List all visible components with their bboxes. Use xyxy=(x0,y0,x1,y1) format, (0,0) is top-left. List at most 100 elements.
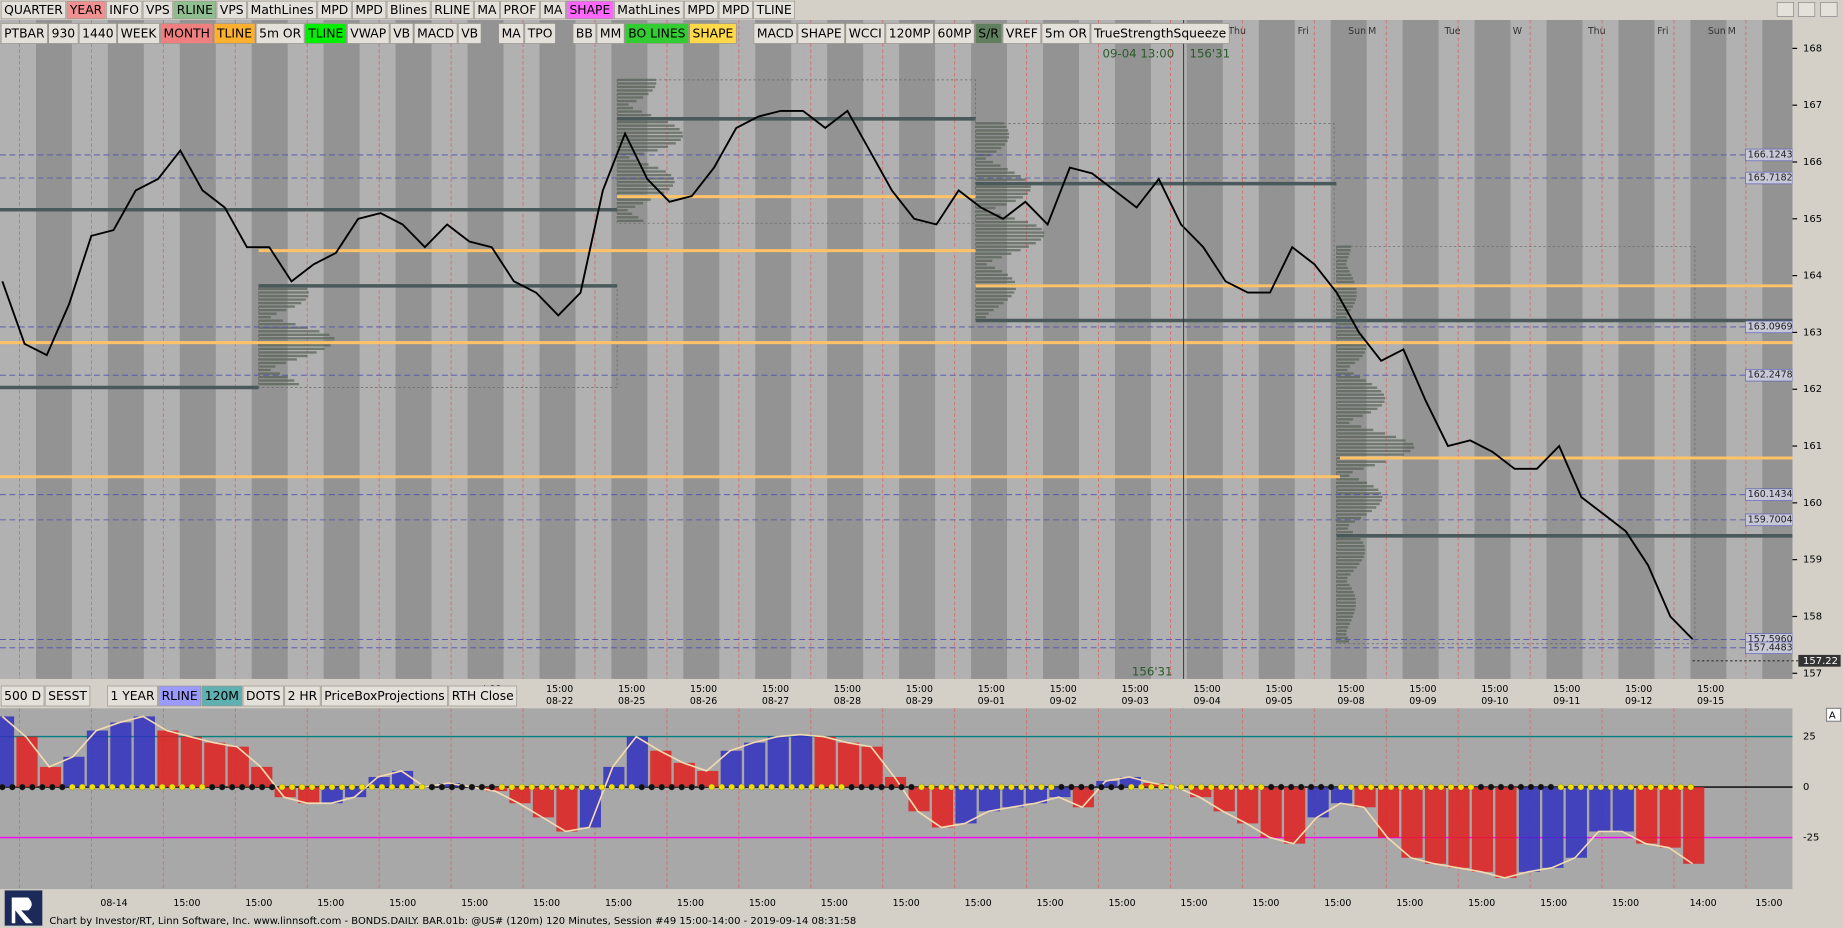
toolbar-button[interactable]: MathLines xyxy=(247,0,317,20)
button-label[interactable]: 1 YEAR xyxy=(110,689,155,703)
button-bg[interactable] xyxy=(78,23,117,44)
button-label[interactable]: BB xyxy=(576,27,593,41)
toolbar-button[interactable]: 5m OR xyxy=(1041,23,1091,44)
toolbar-button[interactable]: 500 D xyxy=(0,685,45,707)
toolbar-button[interactable]: MA xyxy=(498,23,525,44)
button-bg[interactable] xyxy=(448,685,518,707)
toolbar-button[interactable]: TrueStrengthSqueeze xyxy=(1090,23,1230,44)
button-label[interactable]: QUARTER xyxy=(4,3,63,17)
button-bg[interactable] xyxy=(596,23,625,44)
button-bg[interactable] xyxy=(1041,23,1091,44)
button-label[interactable]: TLINE xyxy=(756,3,792,17)
button-label[interactable]: VB xyxy=(461,27,478,41)
toolbar-button[interactable]: YEAR xyxy=(66,0,106,20)
button-label[interactable]: YEAR xyxy=(69,3,103,17)
toolbar-button[interactable]: TLINE xyxy=(213,23,256,44)
toolbar-button[interactable]: MPD xyxy=(684,0,719,20)
button-bg[interactable] xyxy=(753,0,795,20)
toolbar-button[interactable]: MPD xyxy=(718,0,753,20)
toolbar-button[interactable]: DOTS xyxy=(242,685,284,707)
button-bg[interactable] xyxy=(524,23,556,44)
toolbar-button[interactable]: BO LINES xyxy=(624,23,689,44)
button-label[interactable]: RLINE xyxy=(177,3,213,17)
button-bg[interactable] xyxy=(107,685,158,707)
button-label[interactable]: SHAPE xyxy=(693,27,734,41)
button-bg[interactable] xyxy=(347,23,390,44)
button-label[interactable]: 5m OR xyxy=(259,27,301,41)
button-bg[interactable] xyxy=(352,0,387,20)
button-label[interactable]: TPO xyxy=(527,27,553,41)
button-label[interactable]: MathLines xyxy=(251,3,314,17)
button-label[interactable]: MPD xyxy=(722,3,750,17)
toolbar-button[interactable]: MONTH xyxy=(160,23,214,44)
window-control[interactable] xyxy=(1820,1,1838,17)
toolbar-button[interactable]: WEEK xyxy=(117,23,160,44)
button-bg[interactable] xyxy=(201,685,243,707)
button-label[interactable]: MA xyxy=(543,3,563,17)
button-label[interactable]: MathLines xyxy=(617,3,680,17)
button-bg[interactable] xyxy=(845,23,886,44)
button-bg[interactable] xyxy=(213,23,256,44)
toolbar-button[interactable]: WCCI xyxy=(845,23,886,44)
toolbar-button[interactable]: Blines xyxy=(386,0,431,20)
button-bg[interactable] xyxy=(753,23,798,44)
button-label[interactable]: MONTH xyxy=(164,27,210,41)
button-bg[interactable] xyxy=(718,0,753,20)
button-bg[interactable] xyxy=(885,23,934,44)
button-bg[interactable] xyxy=(975,23,1003,44)
toolbar-button[interactable]: MM xyxy=(596,23,625,44)
toolbar-button[interactable]: SHAPE xyxy=(566,0,614,20)
button-bg[interactable] xyxy=(106,0,143,20)
toolbar-button[interactable]: VPS xyxy=(216,0,247,20)
button-label[interactable]: WEEK xyxy=(121,27,158,41)
button-label[interactable]: DOTS xyxy=(246,689,281,703)
button-bg[interactable] xyxy=(247,0,317,20)
button-bg[interactable] xyxy=(158,685,202,707)
button-label[interactable]: MACD xyxy=(757,27,794,41)
button-bg[interactable] xyxy=(430,0,474,20)
toolbar-button[interactable]: MACD xyxy=(753,23,798,44)
button-label[interactable]: INFO xyxy=(109,3,139,17)
button-label[interactable]: VPS xyxy=(146,3,170,17)
button-bg[interactable] xyxy=(386,0,431,20)
button-bg[interactable] xyxy=(500,0,540,20)
toolbar-button[interactable]: 1440 xyxy=(78,23,117,44)
button-bg[interactable] xyxy=(242,685,284,707)
button-label[interactable]: VPS xyxy=(220,3,244,17)
toolbar-button[interactable]: SESST xyxy=(44,685,91,707)
button-label[interactable]: VREF xyxy=(1006,27,1038,41)
button-label[interactable]: MPD xyxy=(355,3,383,17)
button-bg[interactable] xyxy=(44,685,91,707)
button-bg[interactable] xyxy=(566,0,614,20)
toolbar-button[interactable]: MathLines xyxy=(614,0,684,20)
toolbar-button[interactable]: RTH Close xyxy=(448,685,518,707)
button-label[interactable]: VB xyxy=(393,27,410,41)
button-bg[interactable] xyxy=(117,23,160,44)
button-bg[interactable] xyxy=(66,0,106,20)
button-label[interactable]: SHAPE xyxy=(801,27,842,41)
button-bg[interactable] xyxy=(684,0,719,20)
button-label[interactable]: 120MP xyxy=(889,27,931,41)
button-label[interactable]: RLINE xyxy=(434,3,470,17)
toolbar-button[interactable]: 2 HR xyxy=(284,685,321,707)
button-label[interactable]: 930 xyxy=(52,27,76,41)
button-bg[interactable] xyxy=(304,23,347,44)
button-bg[interactable] xyxy=(498,23,525,44)
toolbar-button[interactable]: 5m OR xyxy=(255,23,305,44)
button-bg[interactable] xyxy=(142,0,174,20)
button-label[interactable]: PTBAR xyxy=(4,27,45,41)
button-bg[interactable] xyxy=(413,23,458,44)
toolbar-button[interactable]: RLINE xyxy=(430,0,474,20)
button-bg[interactable] xyxy=(160,23,214,44)
toolbar-button[interactable]: MPD xyxy=(352,0,387,20)
toolbar-button[interactable]: MPD xyxy=(317,0,352,20)
button-label[interactable]: RTH Close xyxy=(452,689,514,703)
toolbar-button[interactable]: 60MP xyxy=(934,23,975,44)
toolbar-button[interactable]: INFO xyxy=(106,0,143,20)
button-bg[interactable] xyxy=(797,23,845,44)
toolbar-button[interactable]: VWAP xyxy=(347,23,390,44)
button-bg[interactable] xyxy=(284,685,321,707)
button-bg[interactable] xyxy=(1002,23,1042,44)
button-label[interactable]: SHAPE xyxy=(569,3,610,17)
button-bg[interactable] xyxy=(457,23,482,44)
